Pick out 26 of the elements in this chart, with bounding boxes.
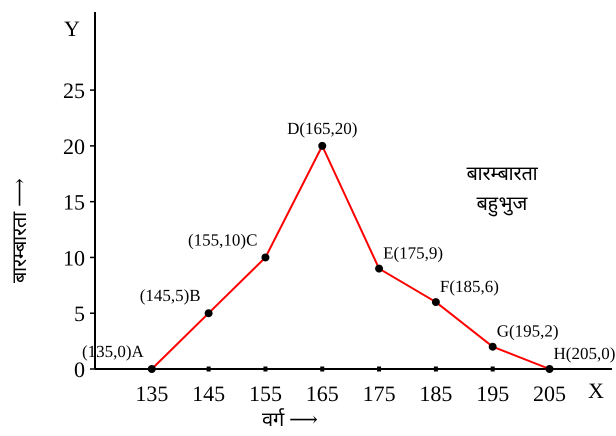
y-axis-title: बारम्बारता ⟶	[9, 178, 31, 283]
x-tick-label: 155	[248, 381, 282, 406]
y-tick-label: 15	[63, 190, 85, 215]
x-tick-label: 195	[476, 381, 510, 406]
x-tick-label: 165	[306, 381, 339, 406]
annotation: बारम्बारता बहुभुज	[466, 163, 538, 217]
x-tick-label: 175	[362, 381, 396, 406]
x-tick-label: 145	[192, 381, 226, 406]
y-tick-label: 25	[63, 78, 85, 104]
text: X	[588, 378, 604, 403]
x-axis-title: वर्ग ⟶	[262, 408, 318, 431]
text: Y	[64, 16, 80, 41]
y-tick-label: 5	[74, 301, 85, 326]
annotation: (155,10)C	[188, 230, 258, 250]
annotation: D(165,20)	[287, 118, 358, 138]
annotation: G(195,2)	[496, 322, 559, 341]
y-tick-label: 10	[63, 245, 85, 270]
x-tick-label: 135	[135, 381, 168, 406]
y-tick-label: 0	[74, 357, 85, 382]
annotation: H(205,0)	[554, 344, 616, 363]
x-tick-label: 205	[533, 381, 566, 406]
annotation: (145,5)B	[140, 286, 201, 306]
annotation: F(185,6)	[440, 277, 499, 296]
x-tick-label: 185	[419, 381, 452, 406]
y-tick-label: 20	[63, 134, 85, 159]
annotation: E(175,9)	[383, 244, 444, 263]
